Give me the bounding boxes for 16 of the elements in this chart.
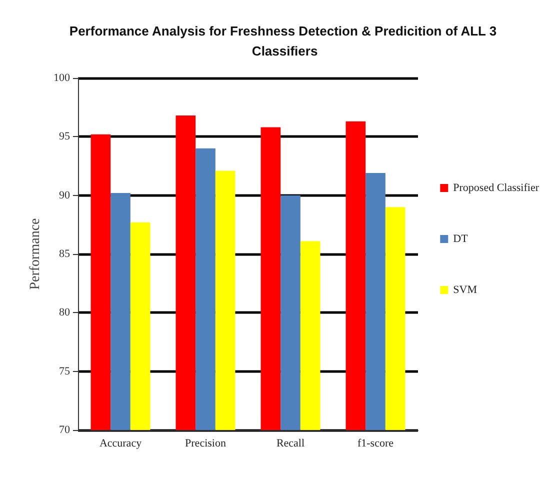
y-tick-label: 95	[59, 130, 70, 143]
y-tick-label: 90	[59, 189, 70, 202]
chart-title: Performance Analysis for Freshness Detection & Predicition of ALL 3 Classifiers	[69, 24, 497, 58]
y-tick-label: 70	[59, 424, 70, 436]
y-tick-label: 75	[59, 365, 70, 378]
x-tick-label: Precision	[185, 438, 226, 450]
legend-label: DT	[453, 233, 468, 245]
legend-label: Proposed Classifier	[453, 182, 540, 194]
y-tick-label: 85	[59, 248, 70, 260]
x-tick-label: Accuracy	[99, 438, 142, 450]
y-axis-title: Performance	[28, 218, 44, 290]
legend-label: SVM	[453, 284, 478, 296]
x-tick-label: Recall	[276, 438, 305, 450]
y-tick-label: 100	[54, 72, 70, 84]
y-tick-label: 80	[59, 306, 70, 319]
x-tick-label: f1-score	[357, 438, 394, 450]
